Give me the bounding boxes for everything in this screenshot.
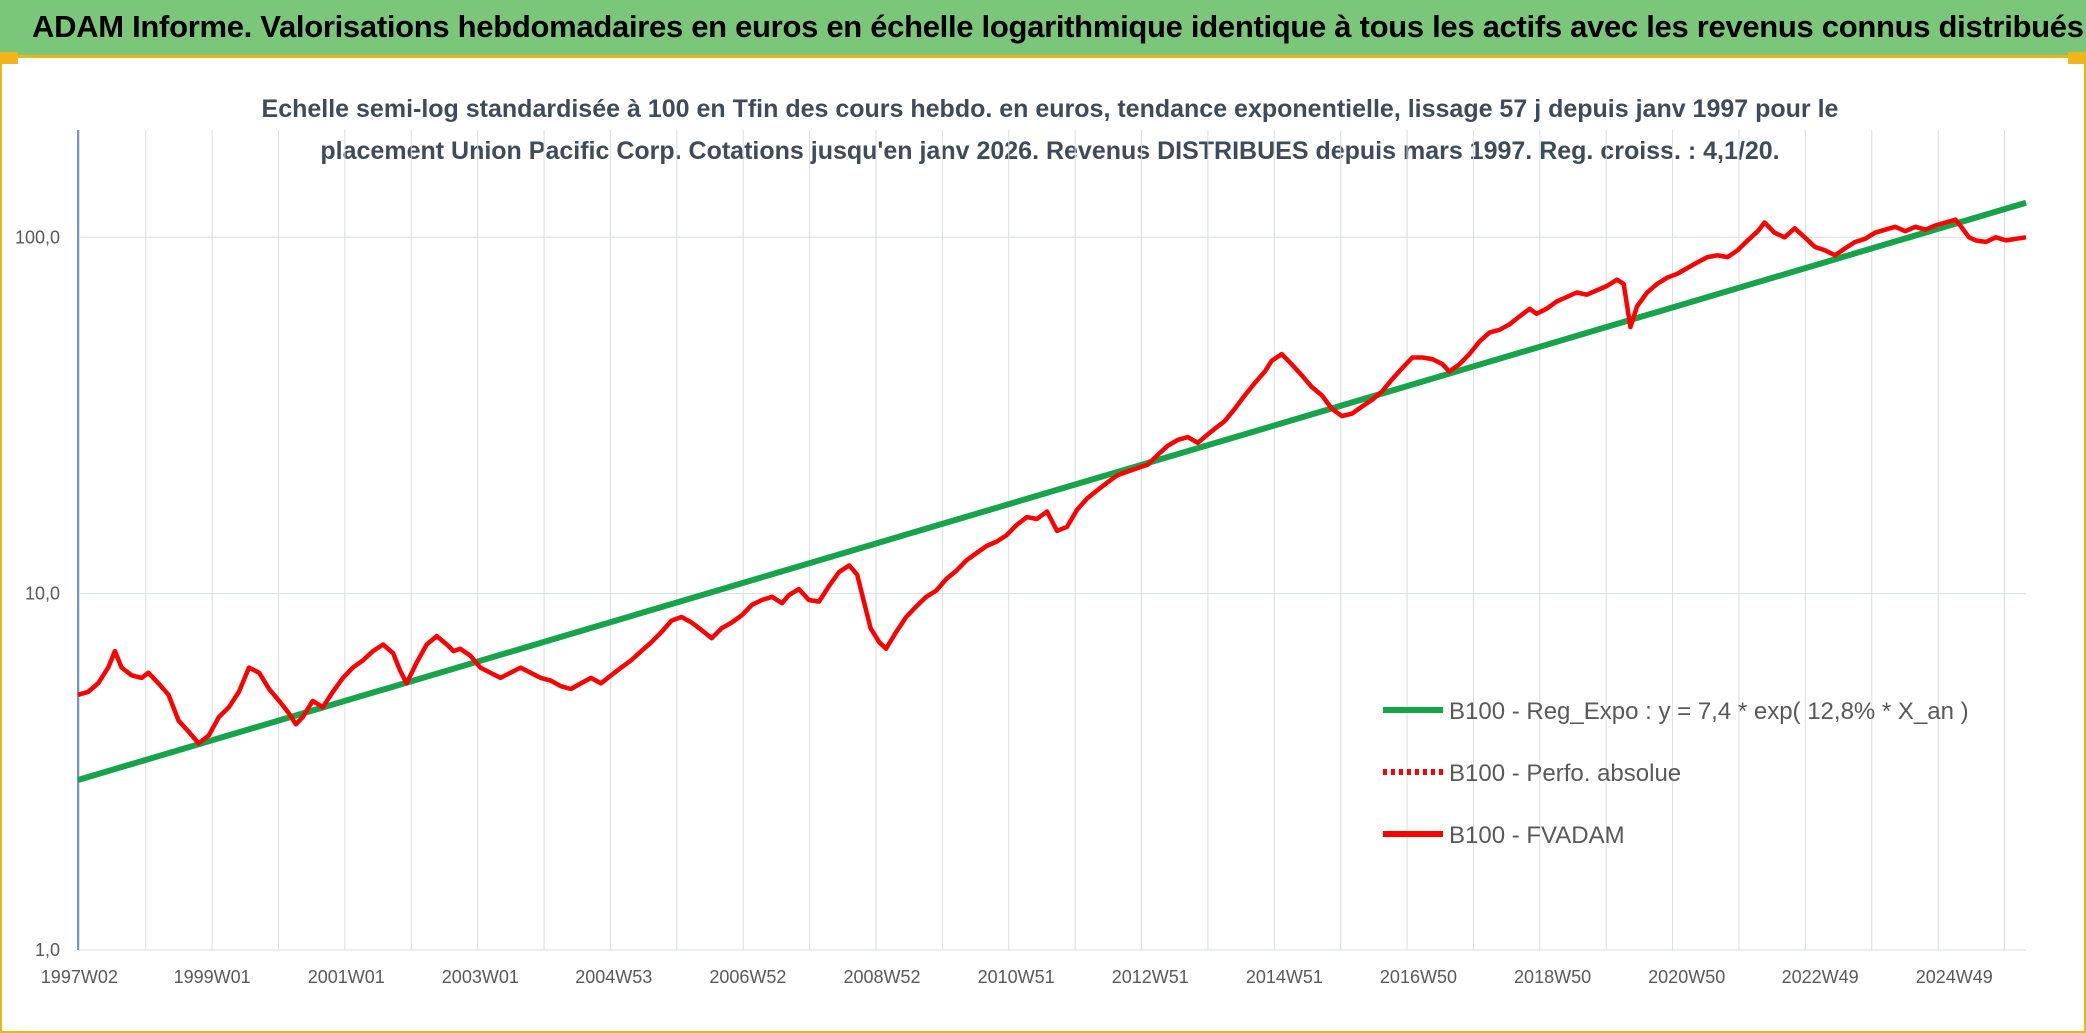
- y-tick-label: 100,0: [15, 227, 60, 247]
- x-tick-label: 2020W50: [1648, 967, 1725, 987]
- chart-frame: [0, 58, 2086, 1033]
- x-tick-label: 1999W01: [174, 967, 251, 987]
- x-tick-label: 2006W52: [709, 967, 786, 987]
- series-group: [77, 199, 2027, 783]
- chart-title: Echelle semi-log standardisée à 100 en T…: [160, 88, 1940, 172]
- legend-label-2: B100 - FVADAM: [1449, 822, 1625, 849]
- series-line-0: [77, 199, 2027, 783]
- grid: [78, 130, 2026, 951]
- y-tick-label: 10,0: [25, 584, 60, 604]
- x-tick-label: 2024W49: [1916, 967, 1993, 987]
- x-tick-label: 2008W52: [843, 967, 920, 987]
- series-line-2: [77, 217, 2027, 746]
- x-tick-label: 2018W50: [1514, 967, 1591, 987]
- x-tick-label: 2016W50: [1380, 967, 1457, 987]
- chart-title-line-1: Echelle semi-log standardisée à 100 en T…: [261, 95, 1839, 123]
- corner-marker-right: [2068, 52, 2086, 64]
- x-tick-label: 2022W49: [1782, 967, 1859, 987]
- x-tick-label: 2003W01: [442, 967, 519, 987]
- y-tick-label: 1,0: [35, 940, 60, 960]
- x-tick-label: 2010W51: [978, 967, 1055, 987]
- banner: ADAM Informe. Valorisations hebdomadaire…: [0, 0, 2086, 58]
- x-tick-label: 2014W51: [1246, 967, 1323, 987]
- banner-title: ADAM Informe. Valorisations hebdomadaire…: [32, 9, 2084, 44]
- corner-marker-left: [0, 52, 18, 64]
- x-tick-label: 2001W01: [308, 967, 385, 987]
- legend-label-0: B100 - Reg_Expo : y = 7,4 * exp( 12,8% *…: [1449, 698, 1969, 725]
- chart-title-line-2: placement Union Pacific Corp. Cotations …: [320, 137, 1780, 165]
- x-tick-label: 2004W53: [575, 967, 652, 987]
- legend-label-1: B100 - Perfo. absolue: [1449, 760, 1681, 787]
- tick-labels: 1,0 10,0 100,0 1997W02 1999W01 2001W01 2003W01…: [15, 227, 1993, 987]
- legend: B100 - Reg_Expo : y = 7,4 * exp( 12,8% *…: [1383, 698, 1969, 849]
- x-tick-label: 1997W02: [41, 967, 118, 987]
- x-tick-label: 2012W51: [1112, 967, 1189, 987]
